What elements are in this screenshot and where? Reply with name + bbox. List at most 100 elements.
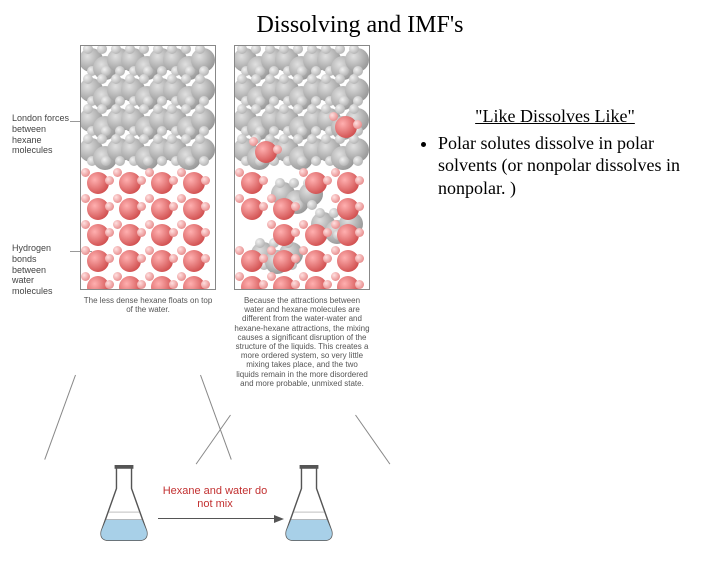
water-molecule [273,145,282,154]
panel-b-column: Because the attractions between water an… [234,45,370,388]
water-molecule [169,254,178,263]
hexane-molecule [167,134,177,144]
hexane-molecule [335,45,345,54]
water-molecule [331,168,340,177]
water-molecule [137,254,146,263]
hexane-molecule [83,104,93,114]
hexane-molecule [195,74,205,84]
water-molecule [113,246,122,255]
water-molecule [169,280,178,289]
water-molecule [113,194,122,203]
hexane-molecule [139,134,149,144]
water-molecule [267,194,276,203]
hexane-molecule [265,74,275,84]
panel-a-column: The less dense hexane floats on top of t… [80,45,216,388]
hexane-molecule [111,104,121,114]
water-molecule [177,272,186,281]
water-molecule [323,280,332,289]
label-london-forces: London forces between hexane molecules [12,113,70,156]
hexane-molecule [181,74,191,84]
hexane-molecule [251,104,261,114]
hexane-molecule [97,74,107,84]
water-molecule [177,220,186,229]
bullet-list: Polar solutes dissolve in polar solvents… [410,132,700,200]
hexane-molecule [321,134,331,144]
hexane-molecule [139,74,149,84]
content-row: London forces between hexane molecules H… [0,45,720,388]
hexane-molecule [293,45,303,54]
hexane-molecule [111,134,121,144]
water-molecule [259,202,268,211]
panel-b-mixed [234,45,370,290]
water-molecule [235,168,244,177]
mix-label: Hexane and water do not mix [160,485,270,511]
water-molecule [355,228,364,237]
page-title: Dissolving and IMF's [0,0,720,45]
water-molecule [323,228,332,237]
hexane-molecule [97,45,107,54]
hexane-molecule [195,134,205,144]
water-molecule [145,272,154,281]
water-molecule [299,168,308,177]
water-molecule [235,272,244,281]
hexane-molecule [289,178,299,188]
water-molecule [105,280,114,289]
water-molecule [81,272,90,281]
water-molecule [145,220,154,229]
water-molecule [291,202,300,211]
panel-a-separated [80,45,216,290]
hexane-molecule [315,208,325,218]
water-molecule [113,272,122,281]
water-molecule [105,176,114,185]
water-molecule [105,228,114,237]
hexane-molecule [153,74,163,84]
hexane-molecule [293,134,303,144]
water-molecule [267,272,276,281]
hexane-molecule [237,134,247,144]
water-molecule [201,228,210,237]
water-molecule [137,280,146,289]
hexane-molecule [167,104,177,114]
water-molecule [81,220,90,229]
water-molecule [299,220,308,229]
water-molecule [145,168,154,177]
water-molecule [329,112,338,121]
water-molecule [81,194,90,203]
water-molecule [169,228,178,237]
water-molecule [355,176,364,185]
mix-arrow [158,518,276,519]
hexane-molecule [255,238,265,248]
water-molecule [331,246,340,255]
hexane-molecule [349,74,359,84]
hexane-molecule [139,104,149,114]
water-molecule [201,254,210,263]
water-molecule [291,280,300,289]
hexane-molecule [83,134,93,144]
hexane-molecule [167,74,177,84]
hexane-molecule [237,74,247,84]
hexane-molecule [139,45,149,54]
hexane-molecule [293,74,303,84]
water-molecule [113,220,122,229]
water-molecule [169,202,178,211]
flask-left [95,465,153,545]
hexane-molecule [181,134,191,144]
subtitle: "Like Dissolves Like" [410,105,700,128]
hexane-molecule [125,134,135,144]
hexane-molecule [181,45,191,54]
water-molecule [331,272,340,281]
hexane-molecule [293,104,303,114]
water-molecule [355,202,364,211]
hexane-molecule [199,156,209,166]
water-molecule [145,194,154,203]
water-molecule [291,254,300,263]
hexane-molecule [279,74,289,84]
water-molecule [323,254,332,263]
hexane-molecule [153,134,163,144]
water-molecule [177,246,186,255]
water-molecule [259,176,268,185]
diagram-area: London forces between hexane molecules H… [0,45,410,388]
hexane-molecule [111,74,121,84]
hexane-molecule [97,104,107,114]
water-molecule [137,176,146,185]
